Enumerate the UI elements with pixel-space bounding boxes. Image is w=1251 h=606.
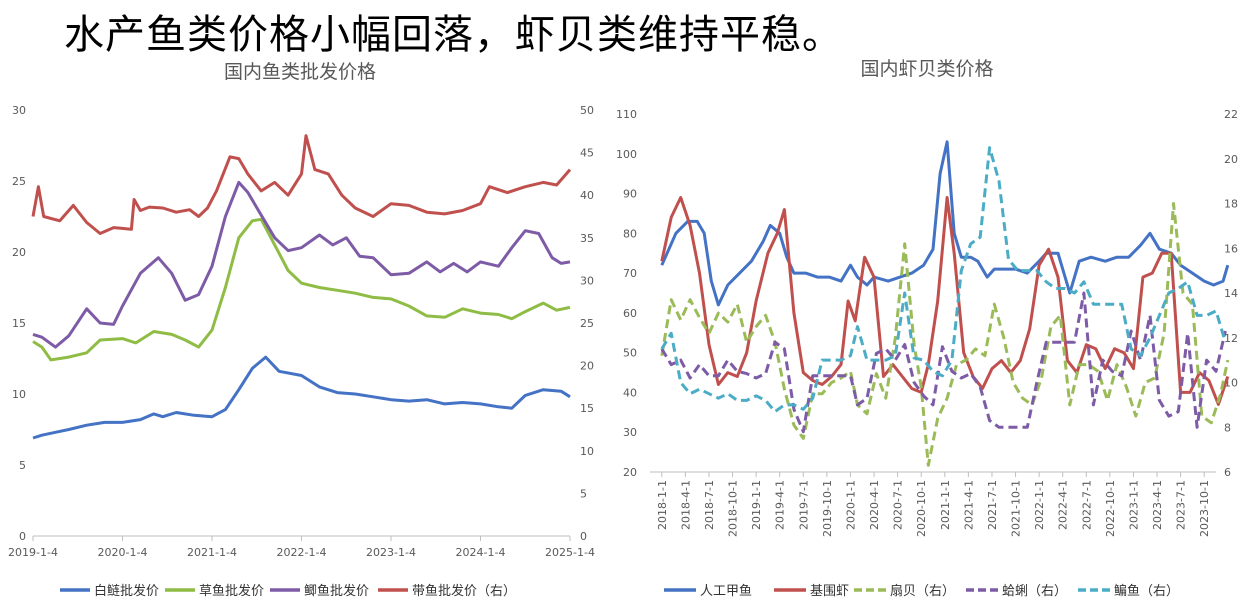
x-tick-label: 2022-1-1 (1033, 480, 1046, 530)
legend-label: 鲫鱼批发价 (304, 583, 369, 599)
legend-label: 扇贝（右） (890, 583, 955, 599)
x-tick-label: 2024-1-4 (456, 546, 506, 559)
y-left-tick-label: 25 (12, 175, 26, 188)
y-right-tick-label: 50 (580, 104, 594, 117)
page-headline: 水产鱼类价格小幅回落，虾贝类维持平稳。 (64, 12, 843, 58)
y-left-tick-label: 80 (623, 227, 637, 240)
chart-series-lines (660, 140, 1230, 467)
x-tick-label: 2022-1-4 (277, 546, 327, 559)
legend-label: 白鲢批发价 (94, 583, 159, 599)
chart-axes: 2018-1-1 2018-4-1 2018-7-1 2018-10-1 2019-1-… (616, 108, 1238, 537)
x-tick-label: 2023-10-1 (1198, 480, 1211, 537)
y-right-tick-label: 18 (1224, 198, 1238, 211)
y-left-tick-label: 30 (12, 104, 26, 117)
x-tick-label: 2021-4-1 (962, 480, 975, 530)
x-tick-label: 2019-1-4 (8, 546, 58, 559)
x-tick-label: 2018-4-1 (679, 480, 692, 530)
y-right-tick-label: 14 (1224, 287, 1238, 300)
series-2-line (660, 202, 1230, 467)
shrimp-shellfish-price-chart: 国内虾贝类价格 2018-1-1 2018-4-1 2018-7-1 2018-10-… (616, 58, 1238, 599)
y-left-tick-label: 100 (616, 148, 637, 161)
x-tick-label: 2022-10-1 (1104, 480, 1117, 537)
legend-label: 人工甲鱼 (700, 583, 752, 599)
chart-axes: 2019-1-4 2020-1-4 2021-1-4 2022-1-4 2023-1-4… (8, 104, 595, 559)
y-left-tick-label: 110 (616, 108, 637, 121)
y-left-tick-label: 20 (623, 466, 637, 479)
series-3-line (31, 134, 572, 235)
x-tick-label: 2023-1-1 (1127, 480, 1140, 530)
y-left-tick-label: 30 (623, 426, 637, 439)
chart-legend: 人工甲鱼 基围虾 扇贝（右） 蛤蜊（右） 鳊鱼（右） (664, 583, 1179, 599)
chart-legend: 白鲢批发价 草鱼批发价 鲫鱼批发价 带鱼批发价（右） (60, 583, 516, 599)
y-right-tick-label: 25 (580, 317, 594, 330)
y-right-tick-label: 35 (580, 232, 594, 245)
x-tick-label: 2020-4-1 (868, 480, 881, 530)
y-left-tick-label: 10 (12, 388, 26, 401)
x-tick-label: 2023-1-4 (366, 546, 416, 559)
x-tick-label: 2020-10-1 (915, 480, 928, 537)
x-tick-label: 2019-1-1 (750, 480, 763, 530)
x-tick-label: 2021-7-1 (986, 480, 999, 530)
x-tick-label: 2018-1-1 (656, 480, 669, 530)
x-tick-label: 2019-4-1 (774, 480, 787, 530)
y-right-tick-label: 15 (580, 402, 594, 415)
x-tick-label: 2022-4-1 (1057, 480, 1070, 530)
y-right-tick-label: 40 (580, 189, 594, 202)
x-tick-label: 2021-1-1 (939, 480, 952, 530)
x-tick-label: 2019-10-1 (821, 480, 834, 537)
y-left-tick-label: 15 (12, 317, 26, 330)
y-left-tick-label: 40 (623, 386, 637, 399)
x-tick-label: 2021-10-1 (1010, 480, 1023, 537)
series-4-line (660, 146, 1227, 414)
legend-label: 蛤蜊（右） (1002, 584, 1067, 599)
x-tick-label: 2020-1-1 (844, 480, 857, 530)
x-tick-label: 2021-1-4 (187, 546, 237, 559)
y-right-tick-label: 12 (1224, 332, 1238, 345)
x-tick-label: 2025-1-4 (545, 546, 595, 559)
x-tick-label: 2023-7-1 (1175, 480, 1188, 530)
x-tick-label: 2022-7-1 (1080, 480, 1093, 530)
series-1-line (660, 196, 1230, 406)
y-right-tick-label: 16 (1224, 242, 1238, 255)
y-right-tick-label: 30 (580, 274, 594, 287)
chart-series-lines (31, 134, 572, 440)
y-right-tick-label: 6 (1224, 466, 1231, 479)
y-right-tick-label: 20 (1224, 153, 1238, 166)
x-tick-label: 2020-7-1 (892, 480, 905, 530)
series-0-line (32, 355, 571, 440)
series-0-line (660, 140, 1230, 307)
y-left-tick-label: 0 (19, 530, 26, 543)
y-left-tick-label: 70 (623, 267, 637, 280)
x-tick-label: 2019-7-1 (797, 480, 810, 530)
legend-label: 基围虾 (810, 584, 849, 599)
x-tick-label: 2018-7-1 (703, 480, 716, 530)
y-left-tick-label: 90 (623, 188, 637, 201)
chart-title: 国内鱼类批发价格 (224, 61, 376, 83)
y-left-tick-label: 50 (623, 347, 637, 360)
legend-label: 鳊鱼（右） (1114, 583, 1179, 599)
y-right-tick-label: 0 (580, 530, 587, 543)
series-2-line (32, 180, 571, 349)
y-right-tick-label: 45 (580, 147, 594, 160)
legend-label: 带鱼批发价（右） (412, 583, 516, 599)
series-3-line (660, 291, 1227, 434)
y-right-tick-label: 10 (580, 445, 594, 458)
y-right-tick-label: 5 (580, 487, 587, 500)
fish-price-chart: 国内鱼类批发价格 2019-1-4 2020-1-4 2021-1-4 2022-1-… (8, 61, 595, 599)
x-tick-label: 2023-4-1 (1151, 480, 1164, 530)
y-right-tick-label: 8 (1224, 421, 1231, 434)
legend-label: 草鱼批发价 (199, 583, 264, 599)
y-right-tick-label: 20 (580, 360, 594, 373)
y-right-tick-label: 22 (1224, 108, 1238, 121)
y-left-tick-label: 60 (623, 307, 637, 320)
x-tick-label: 2020-1-4 (98, 546, 148, 559)
x-tick-label: 2018-10-1 (727, 480, 740, 537)
chart-title: 国内虾贝类价格 (860, 58, 993, 80)
y-left-tick-label: 5 (19, 459, 26, 472)
y-left-tick-label: 20 (12, 246, 26, 259)
series-1-line (32, 217, 571, 362)
